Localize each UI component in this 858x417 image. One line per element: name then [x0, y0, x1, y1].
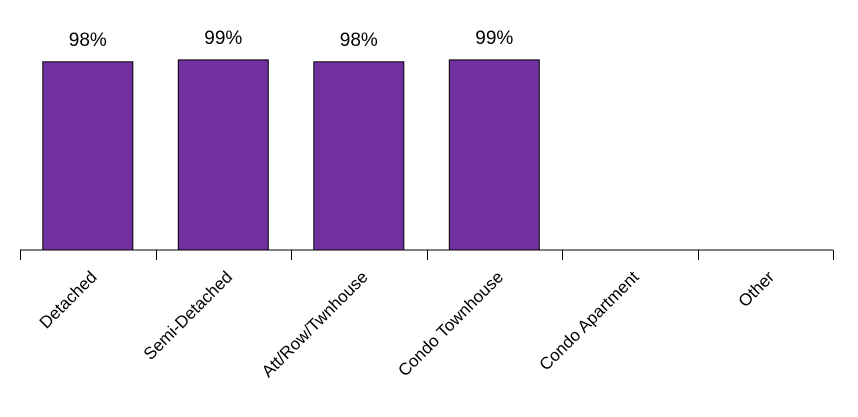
- x-tick-label: Semi-Detached: [140, 267, 236, 363]
- bar: [448, 59, 540, 251]
- x-axis: [20, 249, 834, 260]
- x-tick-label: Other: [735, 267, 779, 311]
- x-tick-label: Condo Townhouse: [394, 267, 507, 380]
- bars-layer: [42, 59, 540, 251]
- x-tick-label: Condo Apartment: [536, 267, 643, 374]
- bar: [313, 61, 405, 251]
- bar: [42, 61, 134, 251]
- bar-data-label: 98%: [340, 30, 378, 51]
- bar-data-label: 99%: [475, 28, 513, 49]
- data-labels-layer: 98% 99% 98% 99%: [69, 28, 514, 51]
- x-tick-labels: Detached Semi-Detached Att/Row/Twnhouse Con…: [36, 267, 779, 381]
- x-tick-label: Att/Row/Twnhouse: [258, 267, 372, 381]
- bar-data-label: 98%: [69, 30, 107, 51]
- bar: [177, 59, 269, 251]
- x-tick-label: Detached: [36, 267, 101, 332]
- bar-data-label: 99%: [204, 28, 242, 49]
